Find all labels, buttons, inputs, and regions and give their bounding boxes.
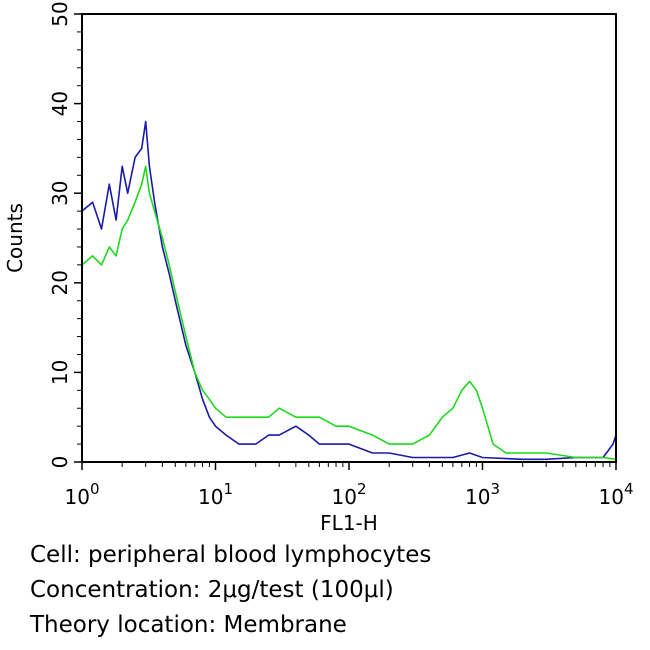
y-tick-label: 40 xyxy=(48,91,72,116)
caption-concentration: Concentration: 2μg/test (100μl) xyxy=(30,577,394,603)
x-tick-label: 103 xyxy=(465,480,500,509)
caption-cell: Cell: peripheral blood lymphocytes xyxy=(30,542,432,568)
y-tick-label: 50 xyxy=(48,1,72,26)
x-tick-label: 104 xyxy=(599,480,634,509)
x-tick-label: 100 xyxy=(65,480,100,509)
y-axis-label: Counts xyxy=(3,203,27,273)
y-tick-label: 10 xyxy=(48,360,72,385)
series-line-1 xyxy=(82,120,616,461)
y-tick-label: 30 xyxy=(48,180,72,205)
y-tick-label: 0 xyxy=(48,456,72,469)
x-axis-label: FL1-H xyxy=(320,511,378,535)
series-layer xyxy=(82,120,616,461)
y-tick-label: 20 xyxy=(48,270,72,295)
caption-location: Theory location: Membrane xyxy=(30,612,347,638)
ticks-layer: 100 101 102 103 104 0 10 20 30 40 50 xyxy=(48,1,634,509)
series-line-2 xyxy=(82,165,616,461)
x-tick-label: 101 xyxy=(198,480,233,509)
caption: Cell: peripheral blood lymphocytes Conce… xyxy=(0,538,650,643)
histogram-chart: 100 101 102 103 104 0 10 20 30 40 50 FL1-H Counts xyxy=(3,1,634,535)
x-tick-label: 102 xyxy=(332,480,367,509)
